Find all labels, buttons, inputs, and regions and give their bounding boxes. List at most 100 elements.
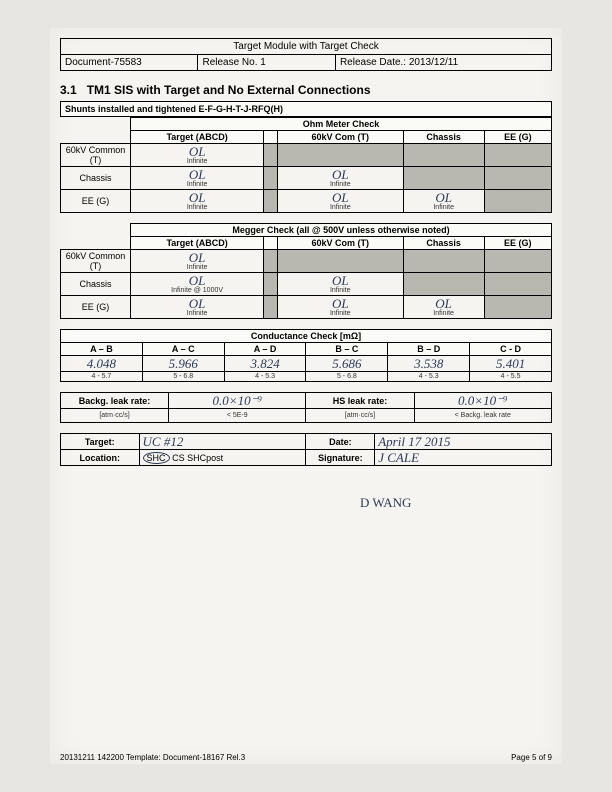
cond-cell: 5.401 <box>470 356 552 372</box>
conductance-title: Conductance Check [mΩ] <box>61 330 552 343</box>
col-header: Chassis <box>403 131 484 144</box>
row-label: EE (G) <box>61 296 131 319</box>
grid-cell: OLInfinite <box>277 273 403 296</box>
cond-col: B – D <box>388 343 470 356</box>
col-header: Chassis <box>403 237 484 250</box>
grid-cell: OLInfinite <box>277 296 403 319</box>
grid-cell <box>277 250 403 273</box>
sub-label: Infinite <box>407 204 481 211</box>
target-value: UC #12 <box>143 434 184 449</box>
handwritten-value: OL <box>407 191 481 204</box>
col-header: EE (G) <box>484 237 551 250</box>
sub-label: Infinite <box>281 310 400 317</box>
grid-cell: OLInfinite <box>131 190 264 213</box>
footer-right: Page 5 of 9 <box>511 753 552 762</box>
grid-cell <box>484 273 551 296</box>
footer: 20131211 142200 Template: Document-18167… <box>60 753 552 762</box>
signature-value: J CALE <box>378 450 419 465</box>
signature-label: Signature: <box>306 450 375 466</box>
grid-cell: OLInfinite <box>403 296 484 319</box>
handwritten-value: OL <box>134 297 260 310</box>
date-label: Date: <box>306 434 375 450</box>
cond-range: 4 - 5.3 <box>224 372 306 382</box>
handwritten-value: OL <box>134 168 260 181</box>
sub-label: Infinite <box>281 287 400 294</box>
leak-l2: [atm·cc/s] <box>61 409 169 423</box>
grid-cell <box>484 296 551 319</box>
ohm-table: Ohm Meter Check Target (ABCD) 60kV Com (T… <box>60 117 552 213</box>
sub-label: Infinite @ 1000V <box>134 287 260 294</box>
row-label: 60kV Common (T) <box>61 250 131 273</box>
handwritten-value: OL <box>281 274 400 287</box>
grid-cell: OLInfinite <box>131 167 264 190</box>
leak-r2: [atm·cc/s] <box>306 409 414 423</box>
cond-value: 4.048 <box>87 356 116 371</box>
grid-cell <box>277 144 403 167</box>
location-opts: CS SHCpost <box>172 453 223 463</box>
leak-table: Backg. leak rate: 0.0×10⁻⁹ HS leak rate:… <box>60 392 552 423</box>
cond-col: A – B <box>61 343 143 356</box>
grid-cell <box>403 144 484 167</box>
sub-label: Infinite <box>281 204 400 211</box>
cond-cell: 5.686 <box>306 356 388 372</box>
cond-value: 3.538 <box>414 356 443 371</box>
leak-l1: Backg. leak rate: <box>61 393 169 409</box>
cond-range: 4 - 5.5 <box>470 372 552 382</box>
cond-range: 5 - 6.8 <box>142 372 224 382</box>
cond-range: 5 - 6.8 <box>306 372 388 382</box>
footer-left: 20131211 142200 Template: Document-18167… <box>60 753 245 762</box>
row-label: Chassis <box>61 273 131 296</box>
cond-cell: 5.966 <box>142 356 224 372</box>
date-value: April 17 2015 <box>378 434 450 449</box>
col-header: Target (ABCD) <box>131 131 264 144</box>
info-table: Target: UC #12 Date: April 17 2015 Locat… <box>60 433 552 466</box>
handwritten-value: OL <box>134 251 260 264</box>
cond-col: A – C <box>142 343 224 356</box>
leak-v2: < 5E-9 <box>169 409 306 423</box>
row-label: EE (G) <box>61 190 131 213</box>
grid-cell <box>264 167 278 190</box>
sub-label: Infinite <box>134 310 260 317</box>
cond-value: 3.824 <box>250 356 279 371</box>
sub-label: Infinite <box>134 204 260 211</box>
grid-cell: OLInfinite <box>131 296 264 319</box>
sub-label: Infinite <box>281 181 400 188</box>
section-title: 3.1TM1 SIS with Target and No External C… <box>60 83 552 97</box>
cond-col: B – C <box>306 343 388 356</box>
ohm-title: Ohm Meter Check <box>131 118 552 131</box>
grid-cell <box>484 144 551 167</box>
cond-col: A – D <box>224 343 306 356</box>
grid-cell: OLInfinite <box>277 167 403 190</box>
sub-label: Infinite <box>134 181 260 188</box>
sub-label: Infinite <box>134 264 260 271</box>
grid-cell <box>403 273 484 296</box>
grid-cell <box>403 167 484 190</box>
grid-cell: OLInfinite <box>131 250 264 273</box>
grid-cell <box>484 167 551 190</box>
col-header: 60kV Com (T) <box>277 131 403 144</box>
conductance-table: Conductance Check [mΩ] A – BA – CA – DB … <box>60 329 552 382</box>
grid-cell <box>264 273 278 296</box>
cond-value: 5.686 <box>332 356 361 371</box>
header-doc: Document-75583 <box>61 55 198 71</box>
grid-cell <box>264 190 278 213</box>
col-header: Target (ABCD) <box>131 237 264 250</box>
header-release-date: Release Date.: 2013/12/11 <box>335 55 551 71</box>
row-label: Chassis <box>61 167 131 190</box>
handwritten-value: OL <box>134 145 260 158</box>
grid-cell <box>403 250 484 273</box>
cond-cell: 4.048 <box>61 356 143 372</box>
col-header <box>264 131 278 144</box>
sub-label: Infinite <box>134 158 260 165</box>
cond-col: C - D <box>470 343 552 356</box>
leak-rv1: 0.0×10⁻⁹ <box>458 393 507 408</box>
handwritten-value: OL <box>281 191 400 204</box>
handwritten-value: OL <box>281 297 400 310</box>
cond-value: 5.966 <box>169 356 198 371</box>
grid-cell <box>484 190 551 213</box>
row-label: 60kV Common (T) <box>61 144 131 167</box>
header-title: Target Module with Target Check <box>61 39 552 55</box>
handwritten-value: OL <box>407 297 481 310</box>
grid-cell <box>264 250 278 273</box>
grid-cell: OLInfinite <box>131 144 264 167</box>
